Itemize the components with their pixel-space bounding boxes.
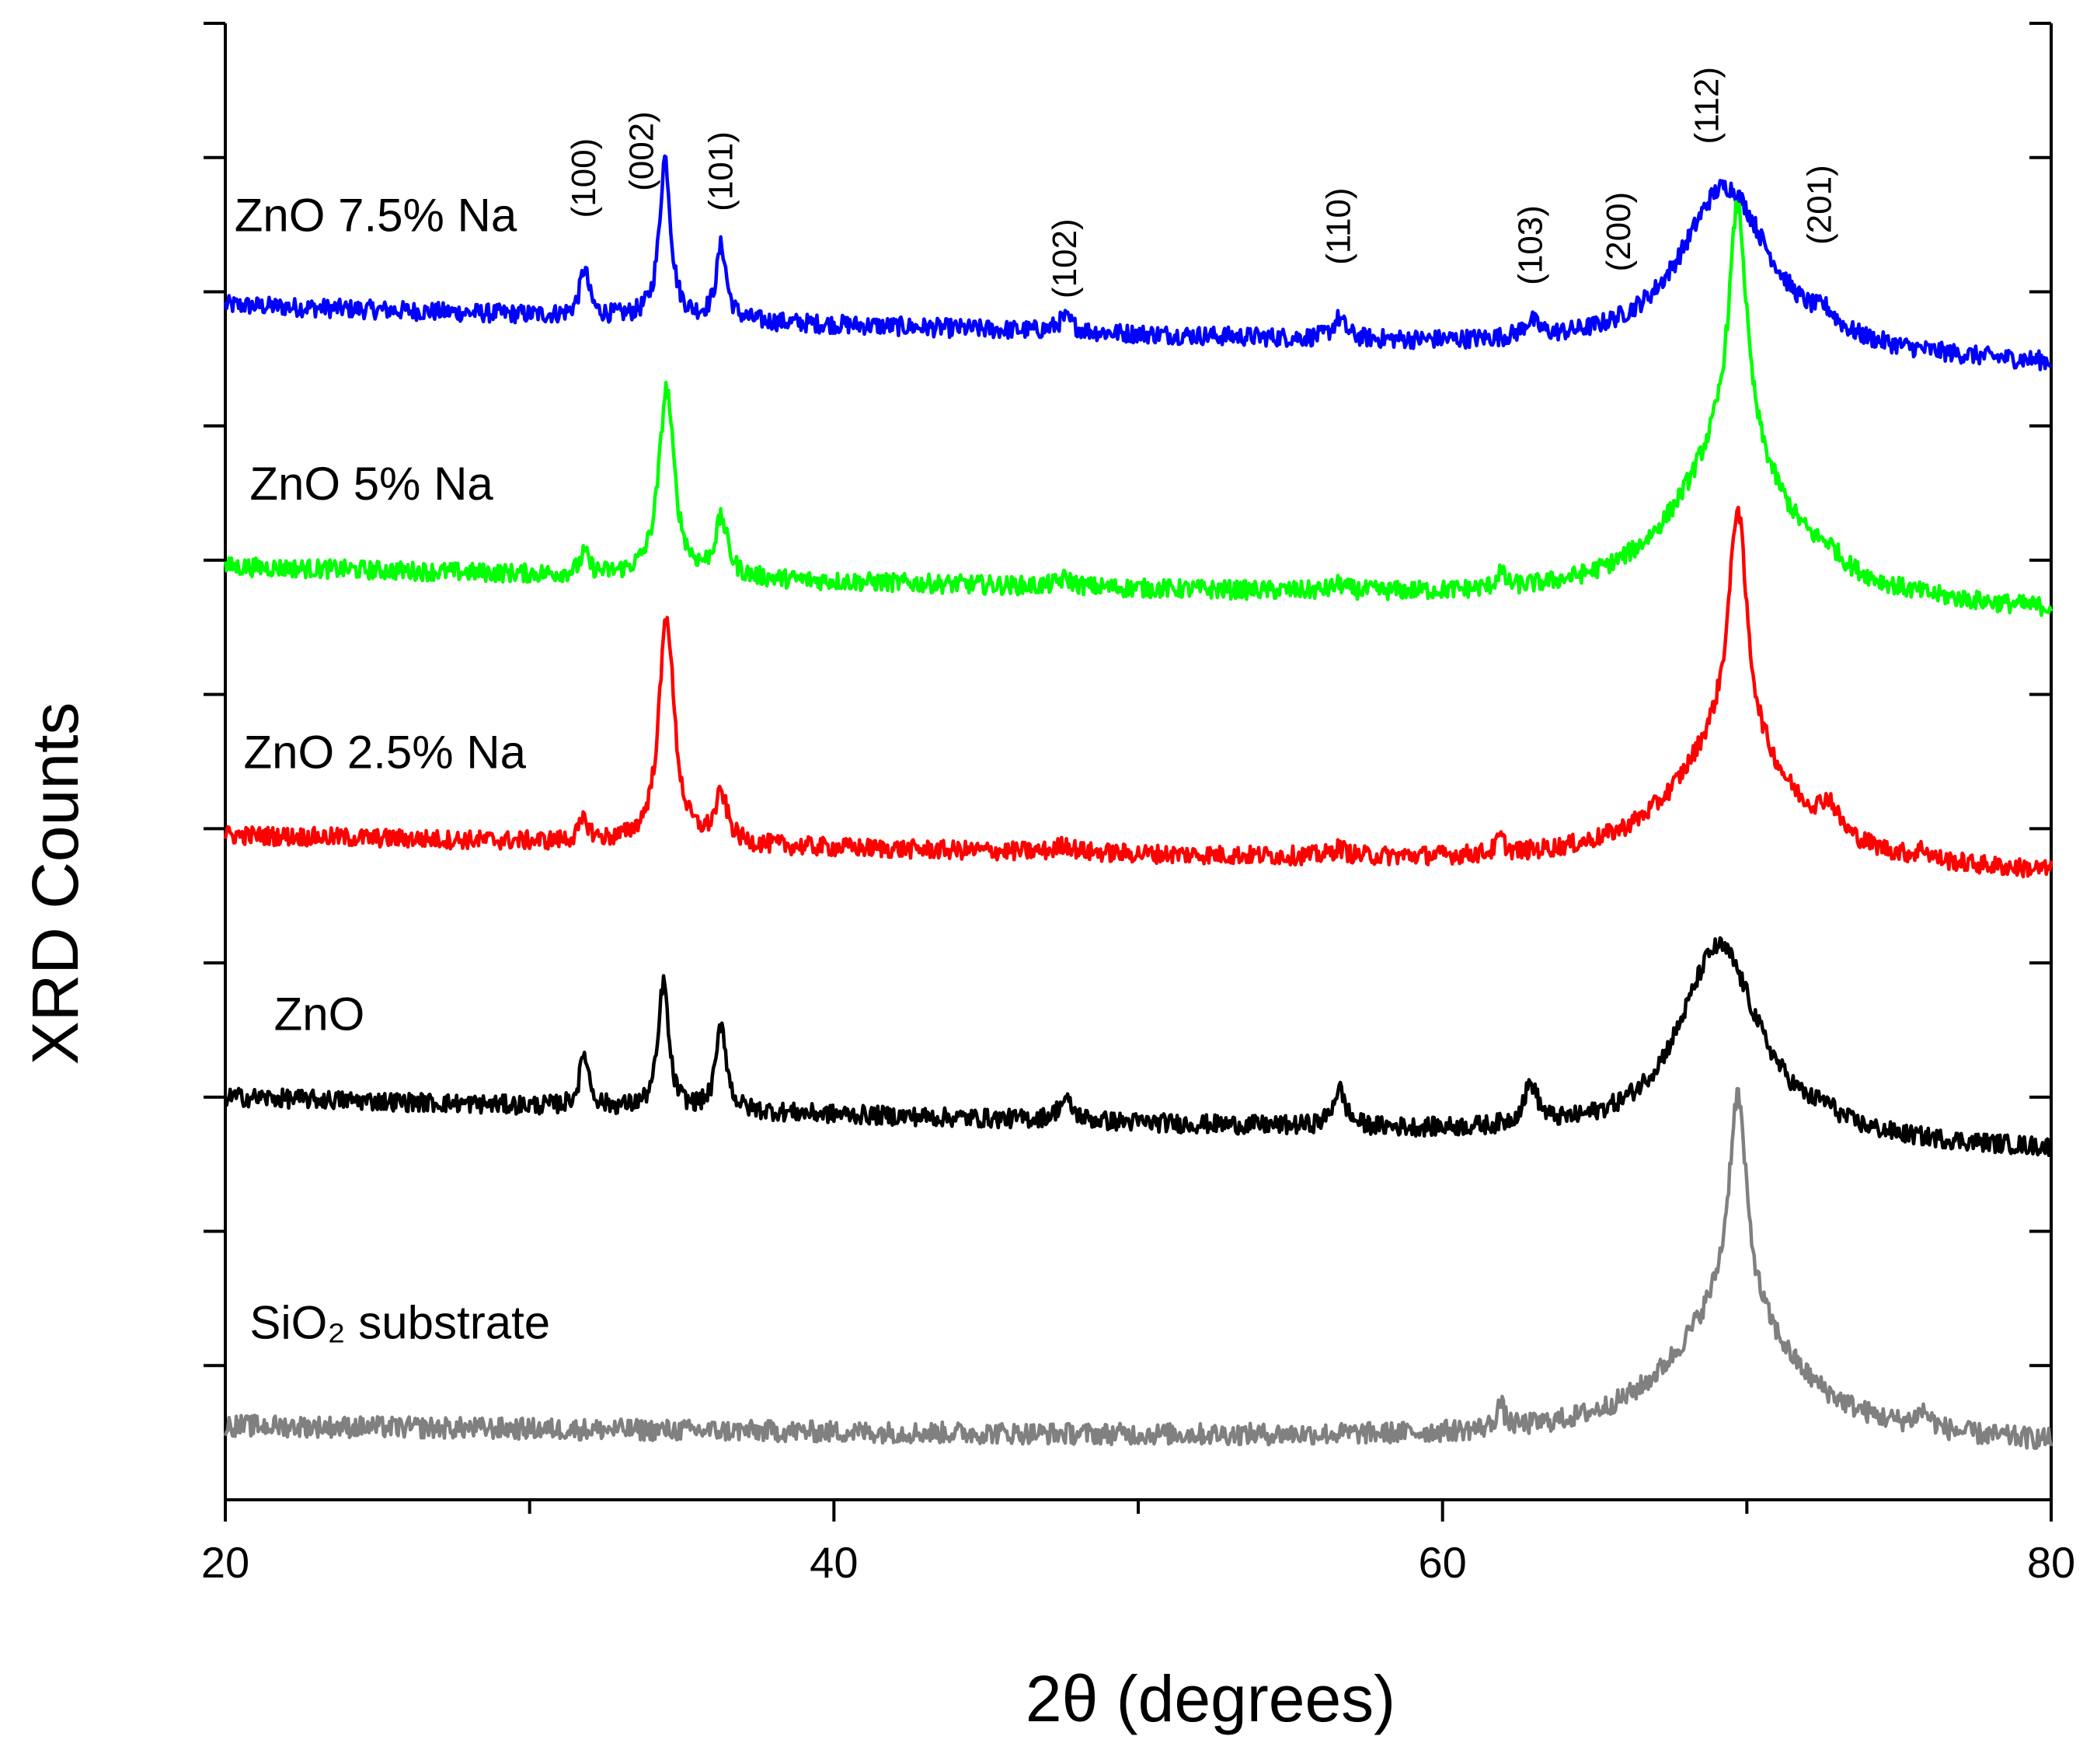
series-trace-1 [223, 200, 2053, 617]
peak-annotation: (112) [1688, 67, 1726, 144]
series-trace-4 [223, 1086, 2053, 1450]
series-trace-0 [223, 154, 2053, 371]
series-label-0: ZnO 7.5% Na [235, 190, 517, 242]
series-label-1: ZnO 5% Na [249, 458, 493, 510]
peak-annotation: (103) [1511, 205, 1549, 285]
peak-annotation: (110) [1320, 187, 1358, 264]
series-label-4: SiO₂ substrate [249, 1297, 550, 1349]
x-axis-title: 2θ (degrees) [1026, 1662, 1395, 1735]
peak-annotation: (201) [1800, 165, 1838, 245]
y-axis-title: XRD Counts [19, 702, 92, 1065]
peak-annotation: (101) [702, 131, 740, 211]
series-label-2: ZnO 2.5% Na [244, 727, 527, 779]
peak-annotation: (200) [1600, 192, 1638, 272]
series-trace-3 [223, 936, 2053, 1158]
traces [223, 154, 2053, 1450]
series-trace-2 [223, 505, 2053, 879]
peak-annotation: (102) [1046, 218, 1084, 298]
axes: 20 40 60 80 [201, 22, 2075, 1587]
series-label-3: ZnO [274, 988, 365, 1040]
x-tick-label: 20 [201, 1538, 249, 1587]
x-tick-label: 80 [2027, 1538, 2075, 1587]
peak-annotation: (002) [623, 111, 661, 191]
x-tick-label: 40 [810, 1538, 858, 1587]
peak-annotation: (100) [565, 138, 603, 218]
x-tick-label: 60 [1419, 1538, 1467, 1587]
labels: ZnO 7.5% Na ZnO 5% Na ZnO 2.5% Na ZnO SiO₂ s… [235, 67, 1839, 1349]
